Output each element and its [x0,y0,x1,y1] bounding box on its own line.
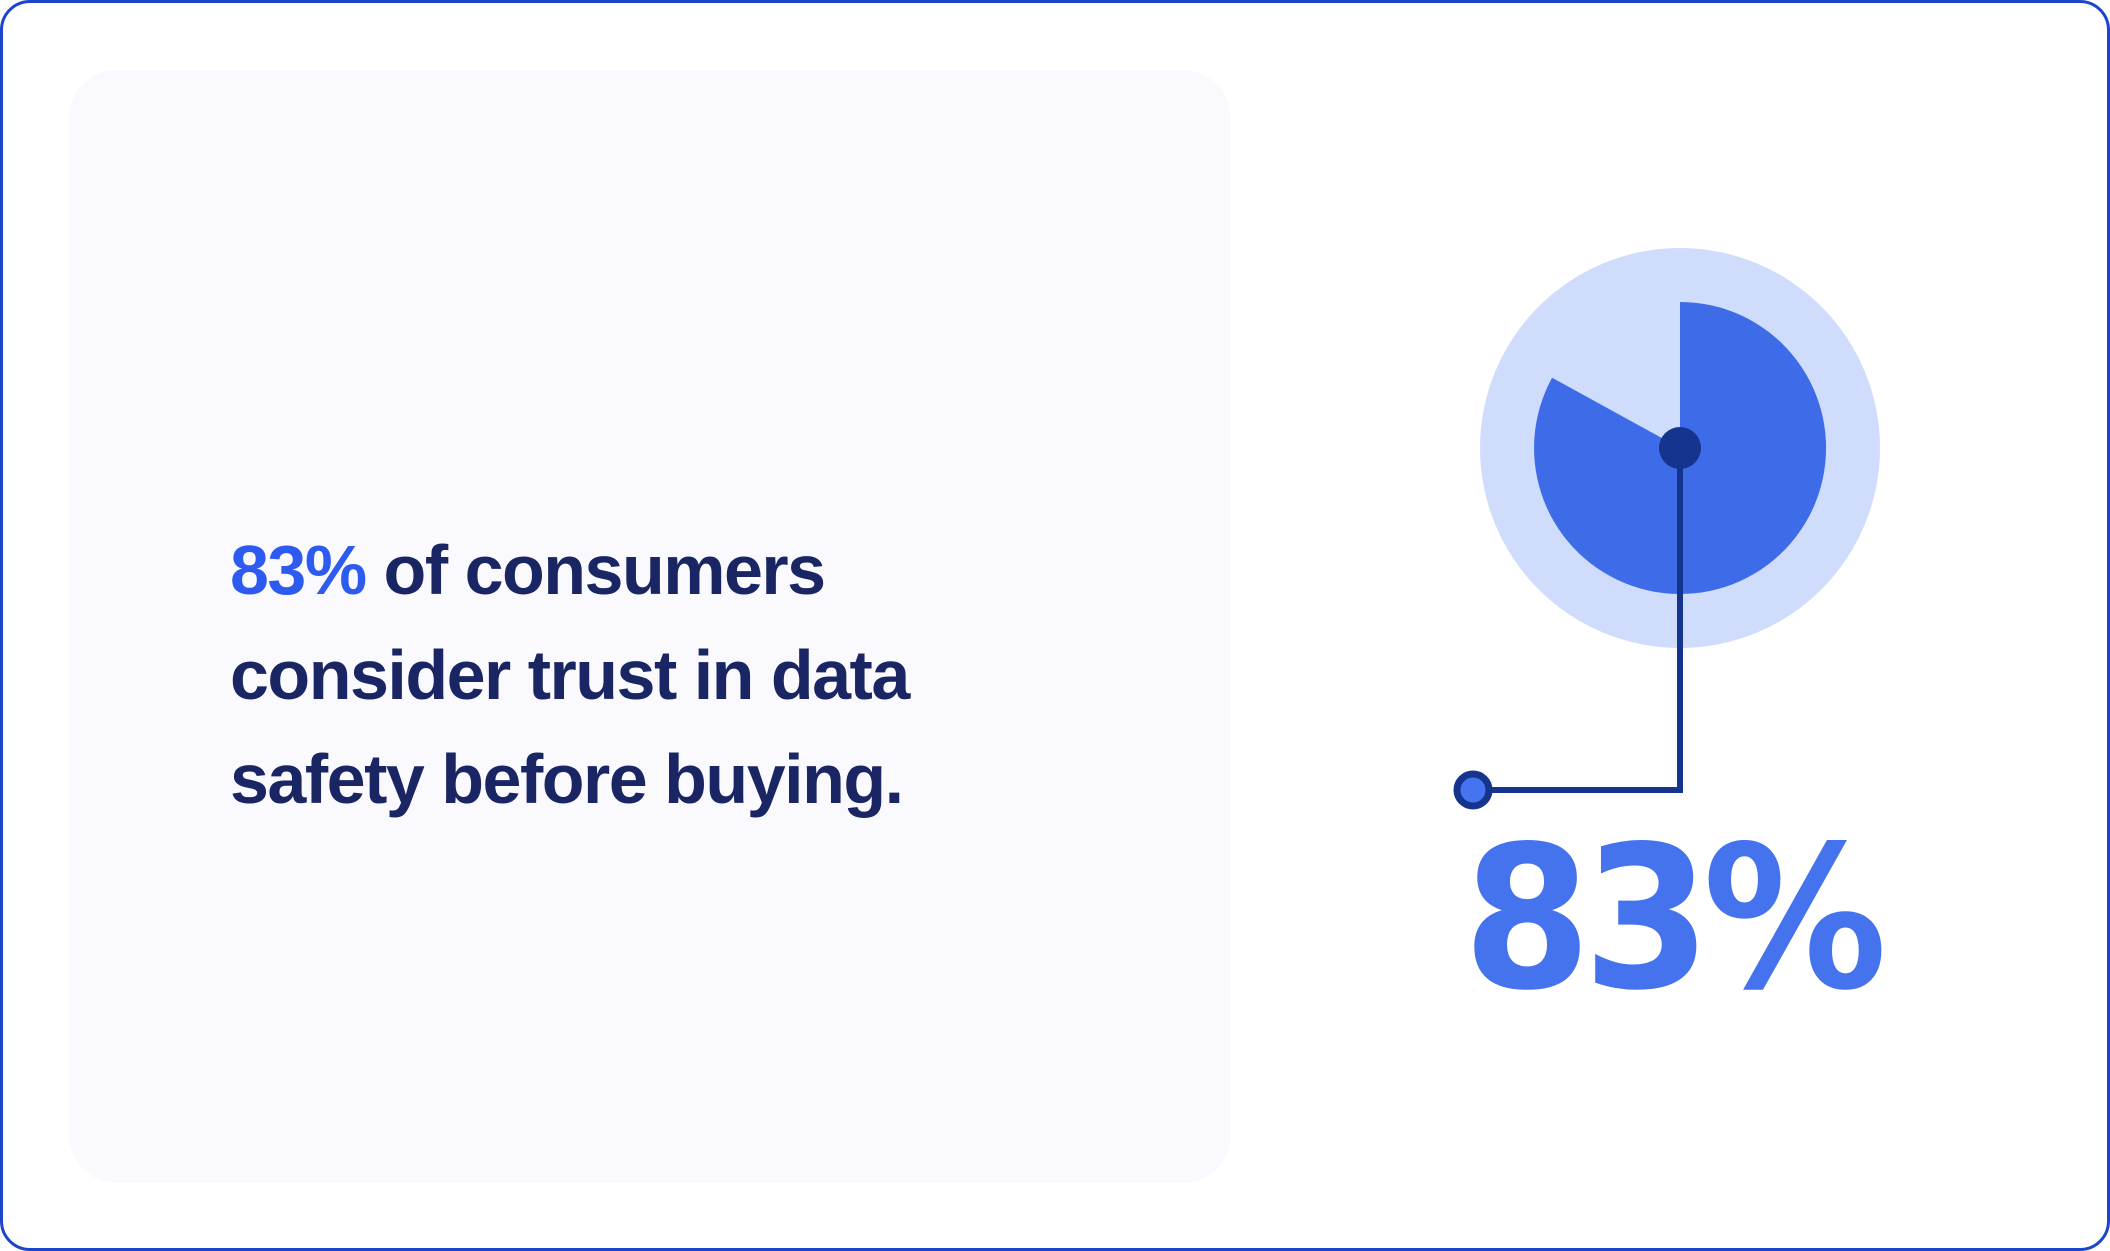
statement-text: 83% of consumers consider trust in data … [230,518,910,832]
statement-line-1: 83% of consumers [230,518,909,623]
statement-line-1-rest: of consumers [365,531,827,609]
pie-chart [1453,248,1880,810]
callout-endpoint-dot [1453,770,1493,810]
statement-line-3: safety before buying. [230,740,904,818]
statement-line-2: consider trust in data [230,635,910,714]
callout-connector-line [1473,448,1683,793]
pie-center-dot [1659,427,1701,469]
statement-accent-percent: 83% [230,531,367,609]
pie-percent-label: 83% [1463,803,1887,1034]
statement-panel: 83% of consumers consider trust in data … [69,70,1231,1183]
